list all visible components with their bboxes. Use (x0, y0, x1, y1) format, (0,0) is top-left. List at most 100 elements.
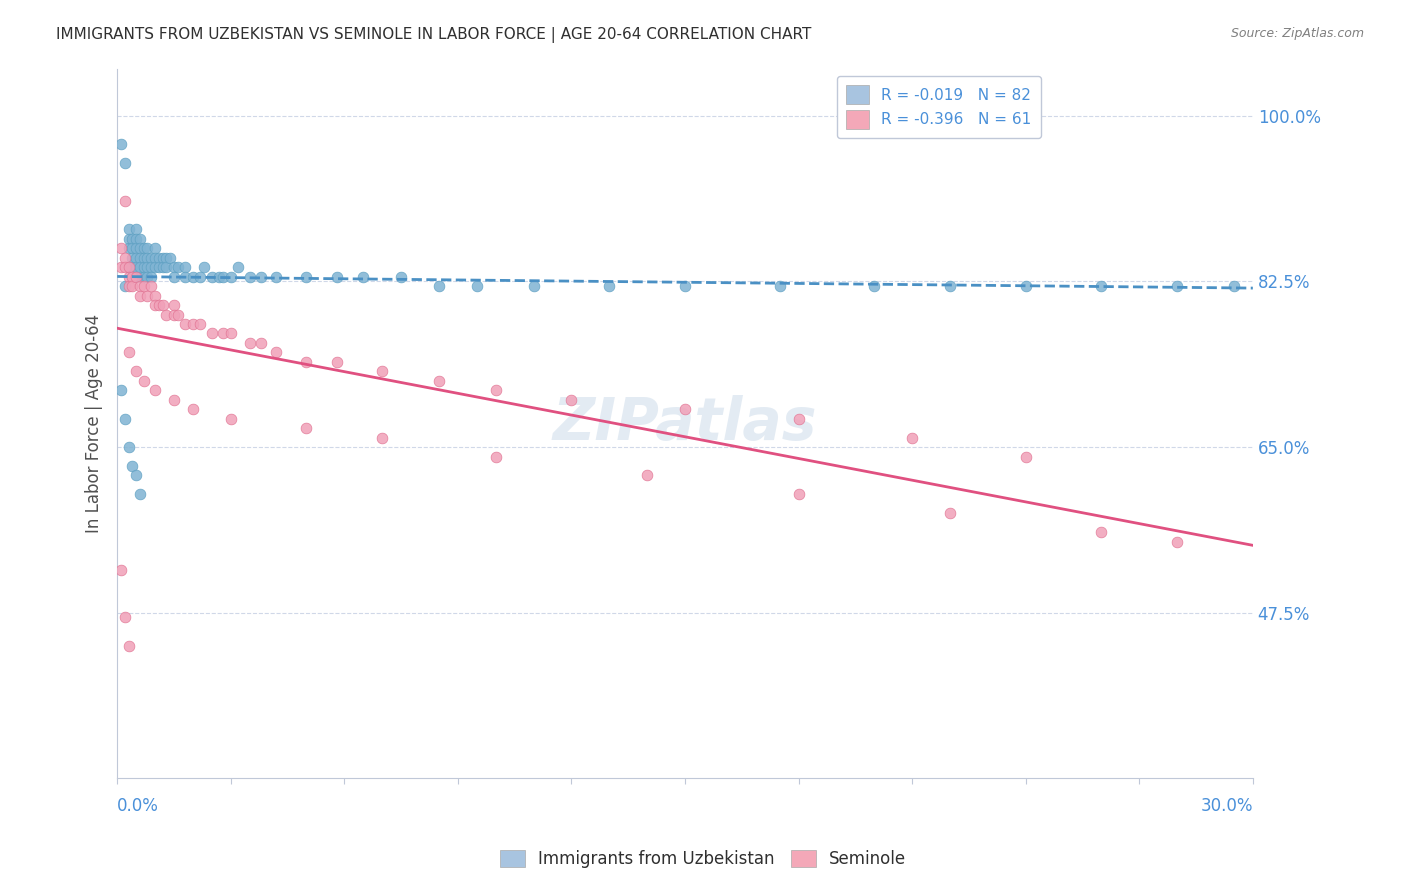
Point (163, 308, 186, 322)
Point (181, 402, 204, 417)
Point (523, 279, 546, 293)
Point (155, 251, 177, 265)
Point (121, 269, 143, 284)
Point (155, 308, 177, 322)
Point (117, 232, 139, 246)
Point (1090, 279, 1112, 293)
Y-axis label: In Labor Force | Age 20-64: In Labor Force | Age 20-64 (86, 314, 103, 533)
Point (143, 260, 166, 275)
Point (110, 384, 132, 398)
Point (250, 269, 273, 284)
Point (1166, 279, 1188, 293)
Point (264, 345, 287, 359)
Point (228, 260, 250, 275)
Point (673, 402, 696, 417)
Point (901, 431, 924, 445)
Point (117, 639, 139, 653)
Point (295, 421, 318, 435)
Point (427, 374, 450, 388)
Point (636, 468, 658, 483)
Point (163, 392, 186, 407)
Point (166, 260, 188, 275)
Point (121, 251, 143, 265)
Point (132, 241, 155, 255)
Point (132, 374, 155, 388)
Point (132, 251, 155, 265)
Text: Source: ZipAtlas.com: Source: ZipAtlas.com (1230, 27, 1364, 40)
Point (239, 269, 262, 284)
Point (114, 610, 136, 624)
Point (132, 260, 155, 275)
Point (863, 279, 886, 293)
Point (250, 335, 273, 350)
Point (560, 392, 582, 407)
Point (239, 335, 262, 350)
Point (148, 260, 170, 275)
Point (326, 269, 349, 284)
Point (117, 440, 139, 454)
Point (117, 222, 139, 236)
Point (114, 411, 136, 425)
Point (152, 298, 174, 312)
Point (110, 563, 132, 577)
Point (114, 260, 136, 275)
Point (114, 194, 136, 208)
Point (117, 345, 139, 359)
Point (219, 326, 242, 341)
Point (125, 269, 148, 284)
Point (125, 241, 148, 255)
Point (125, 260, 148, 275)
Point (143, 384, 166, 398)
Point (129, 241, 152, 255)
Legend: R = -0.019   N = 82, R = -0.396   N = 61: R = -0.019 N = 82, R = -0.396 N = 61 (837, 76, 1040, 138)
Point (1166, 534, 1188, 549)
Point (125, 232, 148, 246)
Point (136, 251, 159, 265)
Point (141, 251, 163, 265)
Point (174, 260, 197, 275)
Point (110, 137, 132, 152)
Point (264, 269, 287, 284)
Point (295, 269, 318, 284)
Point (121, 458, 143, 473)
Point (141, 269, 163, 284)
Point (201, 269, 224, 284)
Point (208, 269, 231, 284)
Text: IMMIGRANTS FROM UZBEKISTAN VS SEMINOLE IN LABOR FORCE | AGE 20-64 CORRELATION CH: IMMIGRANTS FROM UZBEKISTAN VS SEMINOLE I… (56, 27, 811, 43)
Point (1015, 450, 1038, 464)
Point (143, 251, 166, 265)
Point (114, 251, 136, 265)
Point (371, 364, 394, 378)
Point (129, 232, 152, 246)
Text: 0.0%: 0.0% (117, 797, 159, 815)
Point (295, 355, 318, 369)
Point (352, 269, 374, 284)
Point (485, 384, 508, 398)
Point (485, 450, 508, 464)
Point (181, 269, 204, 284)
Point (141, 279, 163, 293)
Point (787, 487, 810, 501)
Point (129, 487, 152, 501)
Point (1223, 279, 1246, 293)
Point (212, 269, 235, 284)
Point (136, 241, 159, 255)
Point (193, 260, 215, 275)
Point (163, 298, 186, 312)
Point (174, 269, 197, 284)
Point (136, 260, 159, 275)
Point (212, 326, 235, 341)
Point (427, 279, 450, 293)
Point (166, 308, 188, 322)
Point (117, 269, 139, 284)
Point (117, 260, 139, 275)
Point (125, 222, 148, 236)
Point (121, 260, 143, 275)
Point (155, 260, 177, 275)
Point (939, 506, 962, 520)
Point (143, 288, 166, 302)
Text: 30.0%: 30.0% (1201, 797, 1253, 815)
Point (114, 156, 136, 170)
Point (125, 251, 148, 265)
Point (152, 260, 174, 275)
